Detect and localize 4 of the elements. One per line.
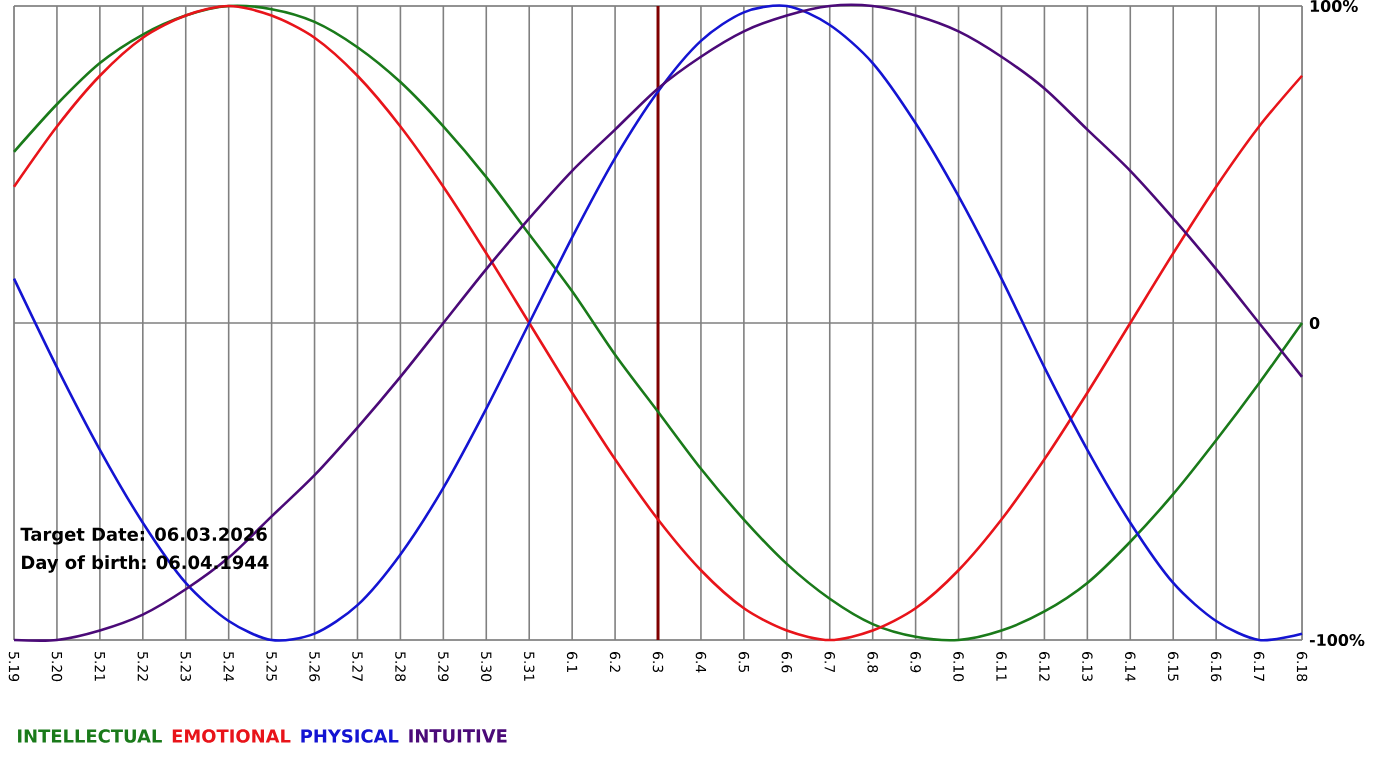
text: INTELLECTUAL xyxy=(18,729,162,743)
text: EMOTIONAL xyxy=(172,729,291,743)
text: INTUITIVE xyxy=(409,729,507,743)
text: PHYSICAL xyxy=(301,729,399,743)
